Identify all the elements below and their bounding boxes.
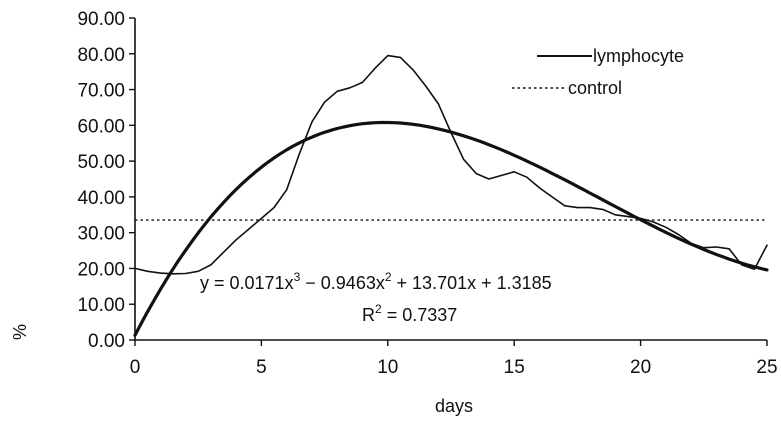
y-tick-label: 0.00 [88, 331, 125, 352]
x-axis-title: days [435, 396, 473, 416]
axes [134, 18, 767, 341]
r2-lead: R [362, 305, 375, 325]
series-lines [133, 54, 769, 337]
y-tick-label: 80.00 [77, 45, 125, 66]
y-tick-label: 10.00 [77, 295, 125, 316]
equation-tail: + 13.701x + 1.3185 [392, 273, 552, 293]
y-tick-label: 50.00 [77, 152, 125, 173]
legend: lymphocyte control [512, 46, 684, 98]
r2-tail: = 0.7337 [382, 305, 458, 325]
legend-label-lymphocyte: lymphocyte [593, 46, 684, 66]
y-axis-title: % [10, 324, 30, 340]
y-tick-label: 20.00 [77, 259, 125, 280]
y-tick-label: 60.00 [77, 116, 125, 137]
x-tick-label: 10 [377, 357, 398, 378]
y-tick-label: 30.00 [77, 224, 125, 245]
y-tick-label: 90.00 [77, 9, 125, 30]
x-tick-label: 15 [504, 357, 525, 378]
equation-mid: − 0.9463x [300, 273, 385, 293]
equation-exp-2: 2 [385, 270, 392, 284]
y-tick-label: 70.00 [77, 81, 125, 102]
x-tick-label: 0 [130, 357, 141, 378]
x-tick-label: 25 [756, 357, 777, 378]
trendline-polynomial [133, 120, 769, 337]
tick-marks: 0.00 10.00 20.00 30.00 40.00 50.00 60.00 70.00 8… [77, 9, 777, 378]
x-tick-label: 20 [630, 357, 651, 378]
legend-label-control: control [568, 78, 622, 98]
regression-equation: y = 0.0171x3 − 0.9463x2 + 13.701x + 1.31… [200, 270, 552, 293]
r2-exp: 2 [375, 302, 382, 316]
y-tick-label: 40.00 [77, 188, 125, 209]
r-squared: R2 = 0.7337 [362, 302, 457, 325]
x-tick-label: 5 [256, 357, 267, 378]
equation-lead: y = 0.0171x [200, 273, 294, 293]
equation-exp-3: 3 [294, 270, 301, 284]
series-line-lymphocyte [134, 54, 768, 275]
